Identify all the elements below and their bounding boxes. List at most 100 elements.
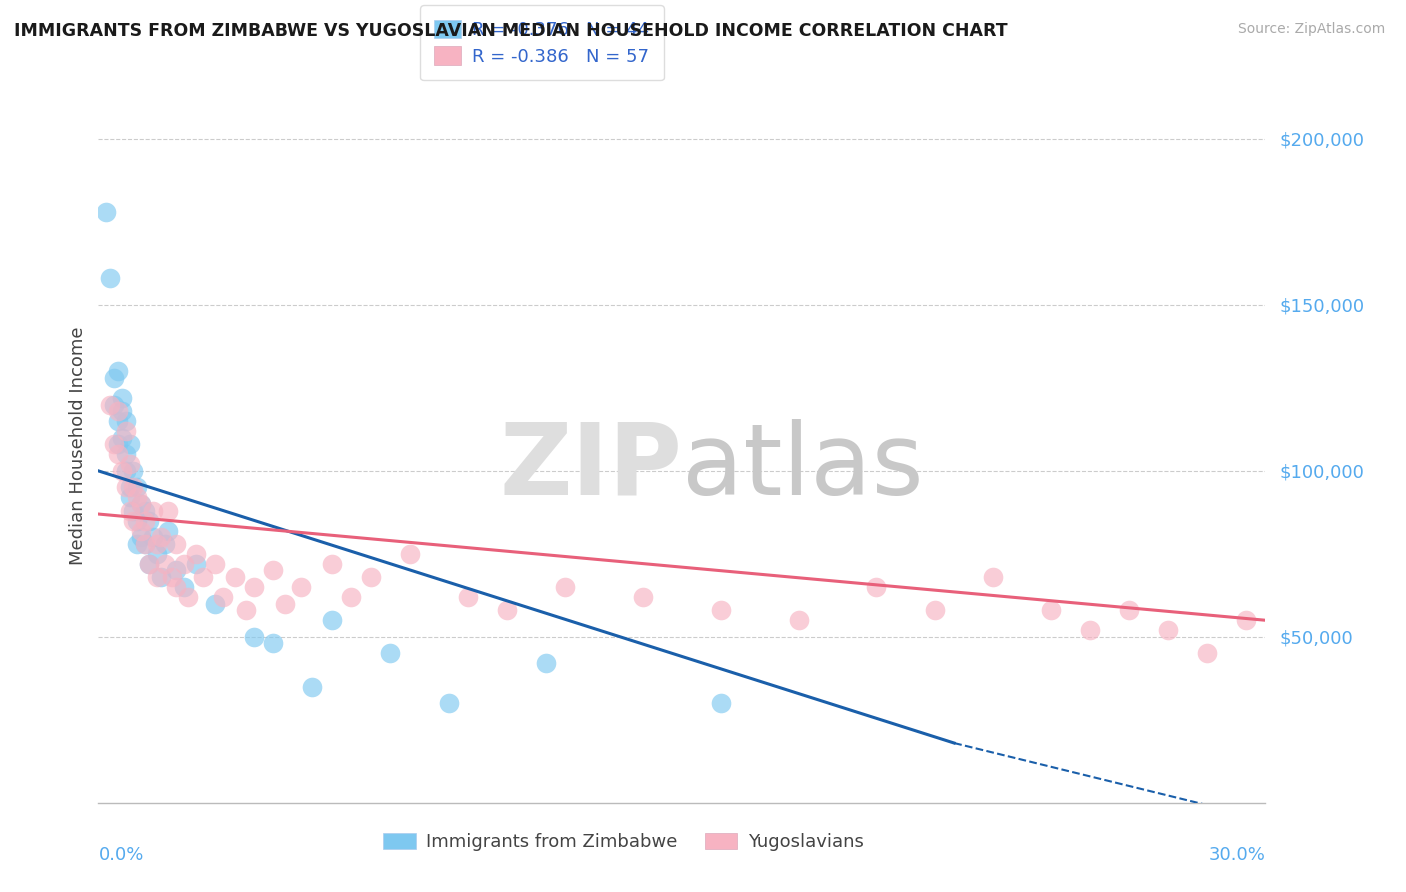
Point [138,514,160,528]
Point [103,397,125,411]
Text: 0.0%: 0.0% [98,846,143,863]
Point [118,437,141,451]
Point [118,457,141,471]
Point [142,530,165,544]
Point [146,537,169,551]
Point [437,696,460,710]
Point [262,564,284,578]
Point [162,570,184,584]
Point [96,205,118,219]
Text: 30.0%: 30.0% [1209,846,1265,863]
Point [924,603,946,617]
Text: ZIP: ZIP [499,419,682,516]
Point [134,504,156,518]
Point [122,464,145,478]
Point [146,547,169,561]
Point [243,580,266,594]
Point [114,447,136,461]
Point [129,530,152,544]
Point [235,603,257,617]
Point [122,504,145,518]
Point [122,514,145,528]
Point [103,437,125,451]
Point [243,630,266,644]
Point [146,570,169,584]
Point [114,424,136,438]
Point [103,371,125,385]
Point [157,504,180,518]
Point [149,570,172,584]
Point [184,547,207,561]
Point [98,271,121,285]
Point [212,590,235,604]
Point [127,514,149,528]
Point [787,613,810,627]
Point [204,557,226,571]
Point [107,404,129,418]
Point [157,524,180,538]
Point [129,497,152,511]
Point [129,524,152,538]
Point [111,391,134,405]
Point [173,557,195,571]
Point [534,657,557,671]
Legend: Immigrants from Zimbabwe, Yugoslavians: Immigrants from Zimbabwe, Yugoslavians [375,825,872,858]
Y-axis label: Median Household Income: Median Household Income [69,326,87,566]
Point [1195,647,1218,661]
Point [142,504,165,518]
Point [129,497,152,511]
Point [127,491,149,505]
Point [380,647,402,661]
Point [274,597,297,611]
Point [1040,603,1063,617]
Point [184,557,207,571]
Point [554,580,576,594]
Point [177,590,200,604]
Point [122,481,145,495]
Point [710,603,733,617]
Point [165,564,187,578]
Point [204,597,226,611]
Point [193,570,215,584]
Point [107,447,129,461]
Point [138,557,160,571]
Point [1118,603,1140,617]
Point [107,414,129,428]
Point [134,514,156,528]
Point [165,537,187,551]
Point [118,504,141,518]
Point [118,491,141,505]
Point [321,613,343,627]
Point [114,414,136,428]
Point [398,547,420,561]
Point [865,580,887,594]
Point [1234,613,1257,627]
Point [118,481,141,495]
Point [321,557,343,571]
Point [1080,624,1102,638]
Point [107,437,129,451]
Point [631,590,654,604]
Point [149,530,172,544]
Point [496,603,519,617]
Text: atlas: atlas [682,419,924,516]
Point [111,404,134,418]
Point [710,696,733,710]
Point [262,636,284,650]
Point [127,537,149,551]
Point [224,570,246,584]
Point [340,590,363,604]
Point [107,364,129,378]
Text: Source: ZipAtlas.com: Source: ZipAtlas.com [1237,22,1385,37]
Point [301,680,323,694]
Point [98,397,121,411]
Point [127,481,149,495]
Point [114,481,136,495]
Point [360,570,382,584]
Point [138,557,160,571]
Point [111,464,134,478]
Point [165,580,187,594]
Point [153,557,176,571]
Point [457,590,479,604]
Point [134,537,156,551]
